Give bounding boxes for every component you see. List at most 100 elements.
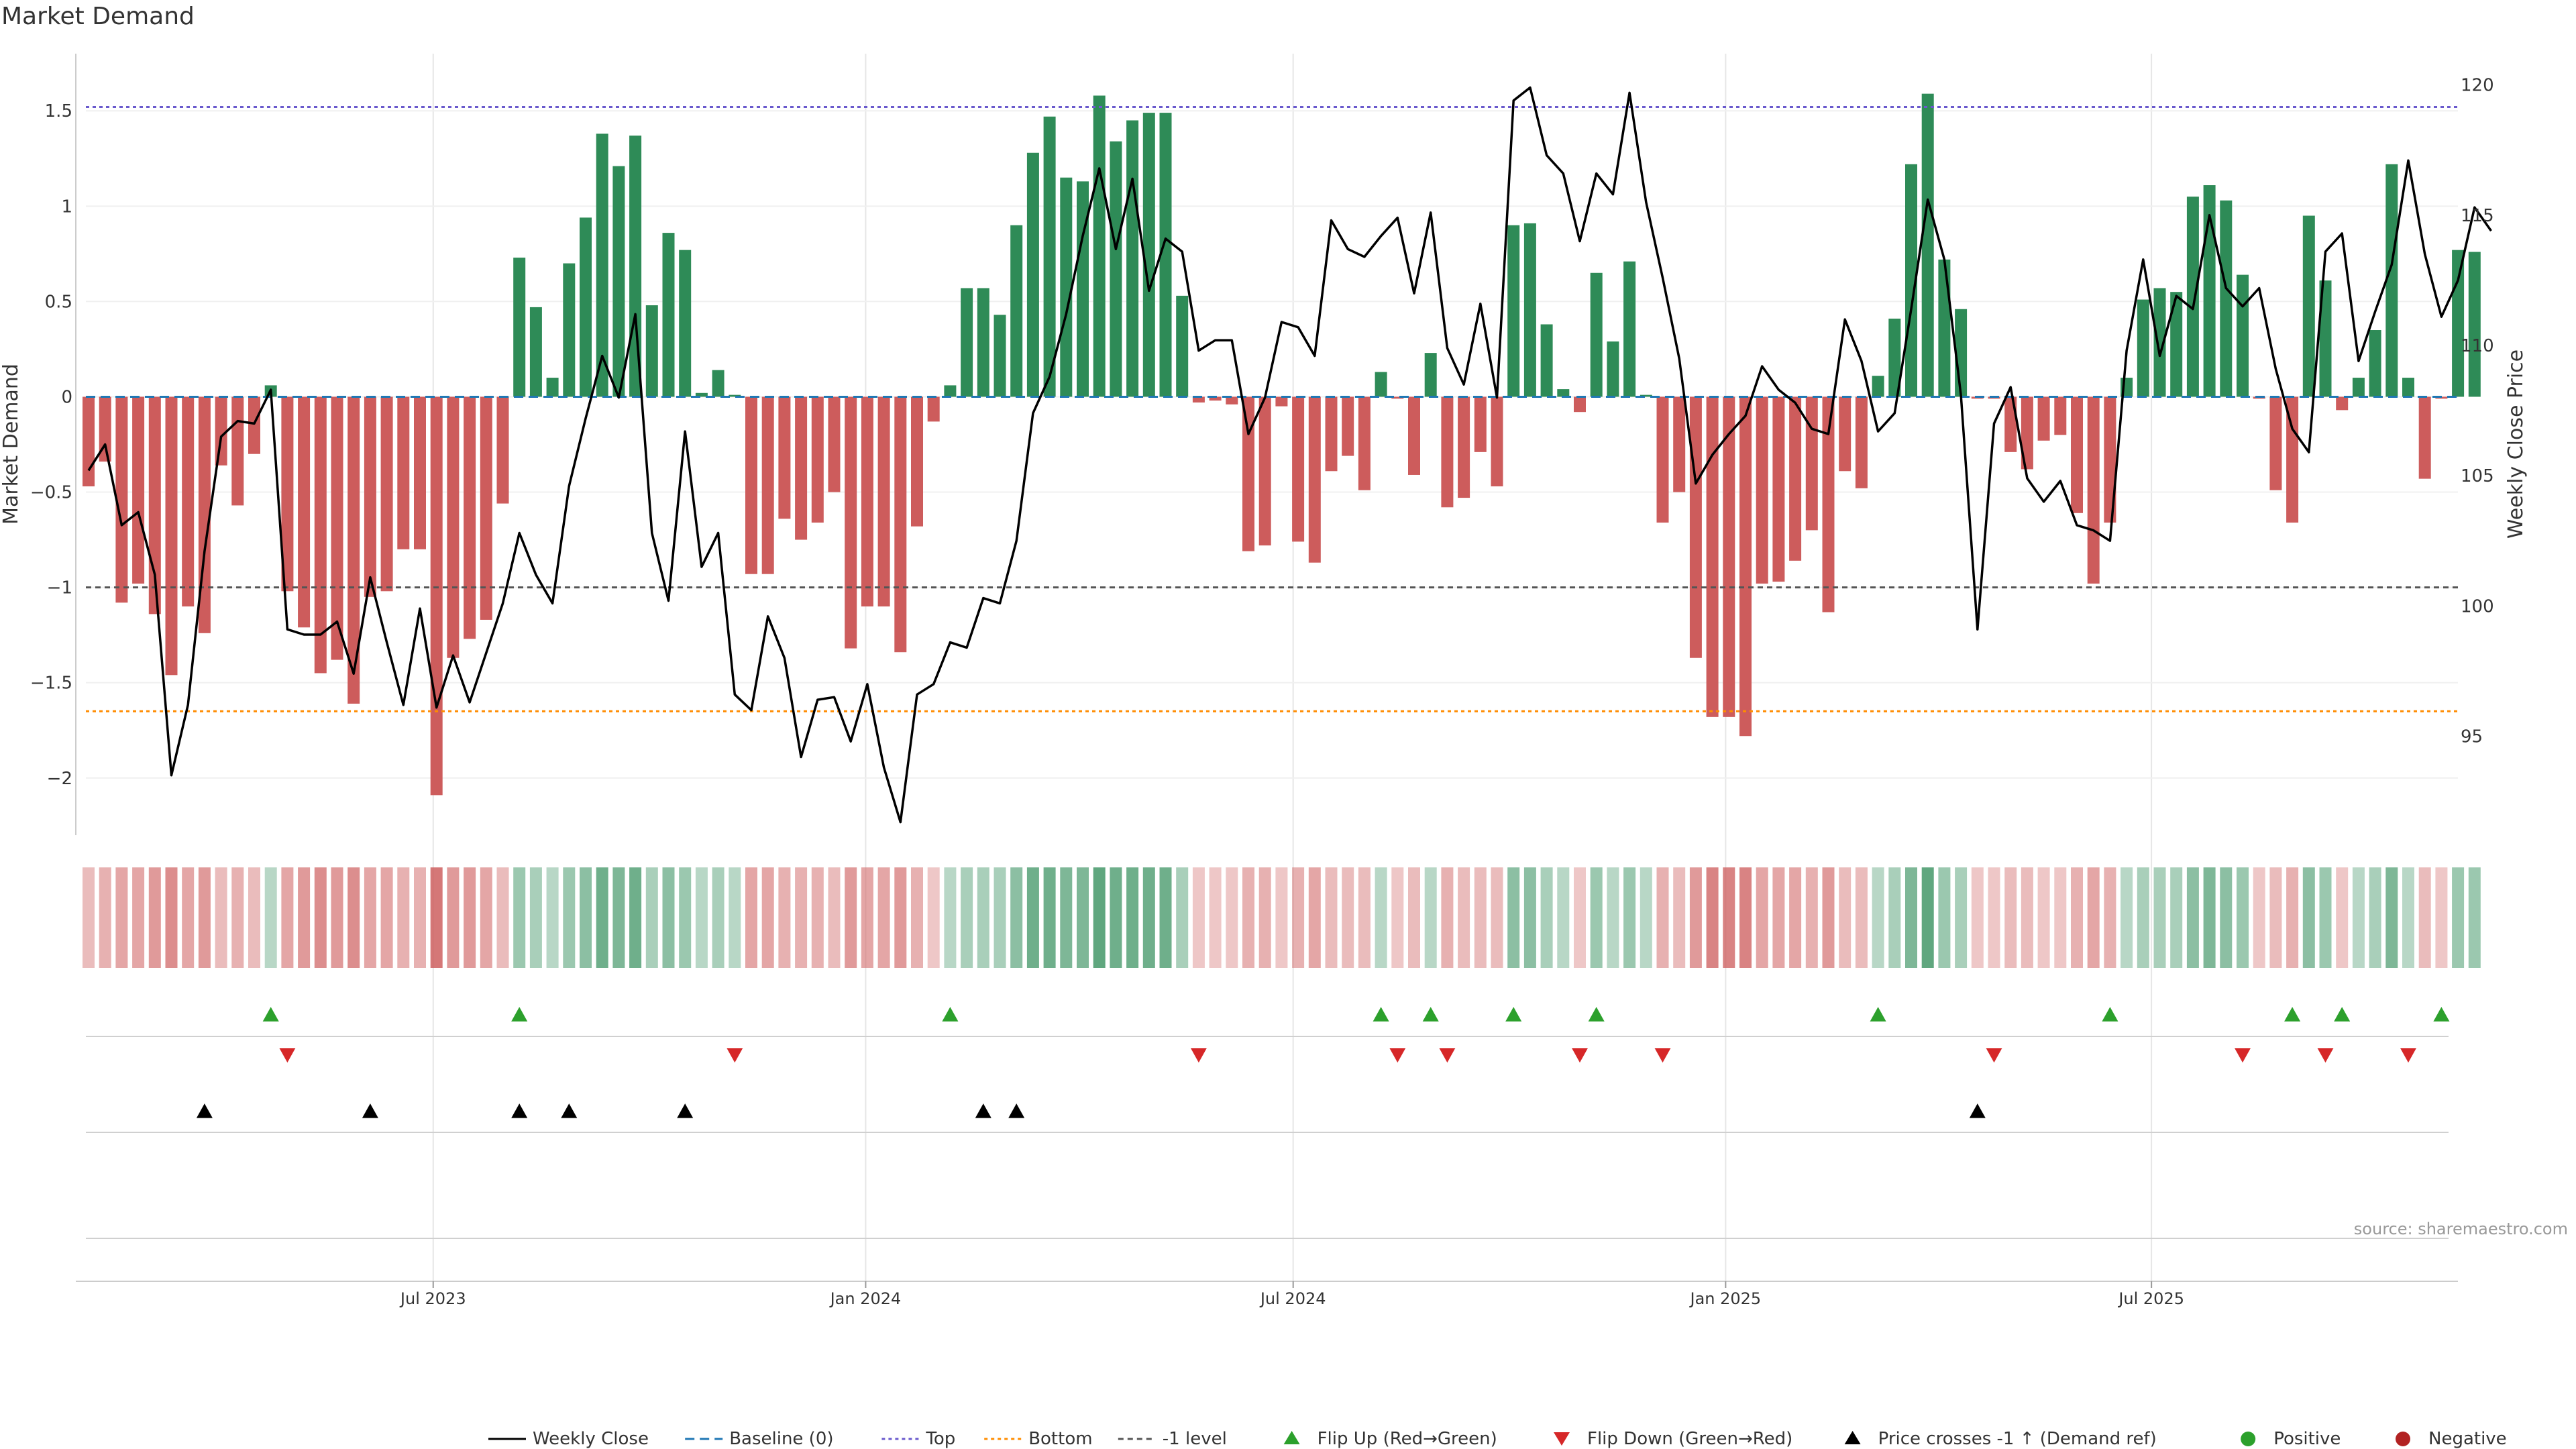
legend-label: Baseline (0) [729, 1429, 833, 1449]
flip-up-marker [942, 1007, 959, 1022]
heat-cell [2237, 867, 2249, 968]
demand-bar [994, 315, 1006, 397]
demand-bar [1839, 396, 1851, 472]
heat-cell [2402, 867, 2414, 968]
heat-cell [712, 867, 724, 968]
demand-bar [1938, 259, 1951, 397]
heat-cell [331, 867, 343, 968]
demand-bar [1872, 376, 1884, 397]
demand-bar [380, 396, 393, 592]
demand-bar [679, 250, 692, 397]
demand-bar [662, 233, 675, 397]
heat-cell [2203, 867, 2216, 968]
demand-bar [2468, 252, 2481, 397]
heat-cell [2418, 867, 2431, 968]
legend-item: Weekly Close [488, 1429, 649, 1449]
demand-bar [447, 396, 460, 658]
heat-cell [1391, 867, 1404, 968]
heat-cell [2385, 867, 2398, 968]
heat-cell [1093, 867, 1106, 968]
heat-cell [695, 867, 708, 968]
demand-bar [1640, 394, 1652, 397]
y-tick-label: 0.5 [45, 292, 72, 312]
heat-cell [414, 867, 426, 968]
demand-bar [480, 396, 492, 620]
heat-cell [1441, 867, 1454, 968]
demand-bar [695, 392, 708, 397]
demand-bar [1888, 318, 1901, 397]
heat-cell [529, 867, 542, 968]
heat-cell [1043, 867, 1056, 968]
legend-item: -1 level [1118, 1429, 1227, 1449]
heat-cell [1507, 867, 1520, 968]
demand-bar [314, 396, 327, 674]
demand-bar [1441, 396, 1454, 508]
heat-cell [314, 867, 327, 968]
heat-cell [513, 867, 526, 968]
heat-cell [1126, 867, 1139, 968]
demand-bar [2237, 274, 2249, 397]
heat-cell [2004, 867, 2017, 968]
demand-bar [1026, 152, 1039, 397]
demand-bar [1623, 261, 1636, 397]
demand-bar [563, 263, 576, 397]
heat-cell [480, 867, 492, 968]
heat-cell [1077, 867, 1089, 968]
heat-cell [464, 867, 476, 968]
demand-bar [2452, 250, 2465, 397]
heat-cell [2170, 867, 2183, 968]
demand-bar [1540, 324, 1553, 397]
heat-cell [828, 867, 841, 968]
legend-swatch [2241, 1432, 2256, 1446]
heat-cell [1308, 867, 1321, 968]
legend-item: Baseline (0) [685, 1429, 834, 1449]
heat-cell [2071, 867, 2083, 968]
demand-bar [464, 396, 476, 639]
cross-up-marker [511, 1104, 528, 1118]
demand-bar [1226, 396, 1238, 405]
demand-bar [182, 396, 195, 607]
heat-cell [364, 867, 376, 968]
cross-up-marker [677, 1104, 694, 1118]
heat-cell [1640, 867, 1652, 968]
heat-cell [380, 867, 393, 968]
x-tick-label: Jul 2025 [2117, 1289, 2184, 1308]
heat-cell [1938, 867, 1951, 968]
demand-bar [2071, 396, 2083, 513]
demand-bar [347, 396, 360, 704]
heat-cell [2302, 867, 2315, 968]
y2-tick-label: 100 [2461, 596, 2494, 616]
demand-bar [1010, 225, 1023, 397]
heat-cell [447, 867, 460, 968]
x-tick-label: Jul 2024 [1259, 1289, 1326, 1308]
flip-down-marker [2317, 1048, 2334, 1063]
legend-item: Flip Down (Green→Red) [1554, 1429, 1792, 1449]
demand-bar [778, 396, 791, 519]
heat-cell [83, 867, 95, 968]
demand-bar [1739, 396, 1752, 737]
heat-cell [2054, 867, 2067, 968]
heat-cell [1988, 867, 2000, 968]
heat-cell [264, 867, 277, 968]
heat-cell [745, 867, 757, 968]
heat-cell [2452, 867, 2465, 968]
heat-cell [1292, 867, 1305, 968]
demand-bar [1789, 396, 1802, 561]
demand-bar [2137, 299, 2149, 397]
heat-cell [2137, 867, 2149, 968]
flip-up-marker [1588, 1007, 1605, 1022]
cross-up-marker [1008, 1104, 1025, 1118]
heat-cell [662, 867, 675, 968]
heat-cell [2369, 867, 2381, 968]
demand-bar [1126, 120, 1139, 397]
flip-up-marker [2284, 1007, 2301, 1022]
y-tick-label: −0.5 [30, 483, 72, 503]
y-axis-label: Market Demand [0, 364, 23, 525]
heat-cell [1623, 867, 1636, 968]
heat-cell [1325, 867, 1338, 968]
demand-bar [2319, 280, 2332, 397]
demand-bar [1275, 396, 1288, 407]
heat-cell [877, 867, 890, 968]
demand-bar [1723, 396, 1735, 717]
